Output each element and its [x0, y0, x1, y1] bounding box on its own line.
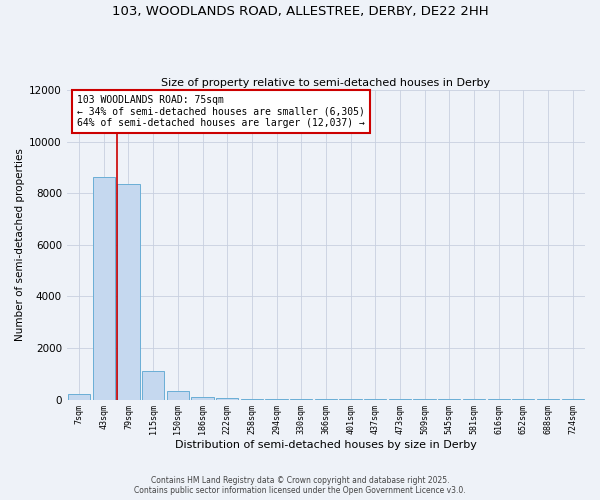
Bar	[68, 394, 90, 400]
Bar	[167, 390, 189, 400]
Bar	[191, 397, 214, 400]
Bar	[142, 371, 164, 400]
Text: 103 WOODLANDS ROAD: 75sqm
← 34% of semi-detached houses are smaller (6,305)
64% : 103 WOODLANDS ROAD: 75sqm ← 34% of semi-…	[77, 95, 365, 128]
X-axis label: Distribution of semi-detached houses by size in Derby: Distribution of semi-detached houses by …	[175, 440, 477, 450]
Text: 103, WOODLANDS ROAD, ALLESTREE, DERBY, DE22 2HH: 103, WOODLANDS ROAD, ALLESTREE, DERBY, D…	[112, 5, 488, 18]
Bar	[216, 398, 238, 400]
Title: Size of property relative to semi-detached houses in Derby: Size of property relative to semi-detach…	[161, 78, 490, 88]
Bar	[118, 184, 140, 400]
Bar	[92, 176, 115, 400]
Y-axis label: Number of semi-detached properties: Number of semi-detached properties	[15, 148, 25, 342]
Text: Contains HM Land Registry data © Crown copyright and database right 2025.
Contai: Contains HM Land Registry data © Crown c…	[134, 476, 466, 495]
